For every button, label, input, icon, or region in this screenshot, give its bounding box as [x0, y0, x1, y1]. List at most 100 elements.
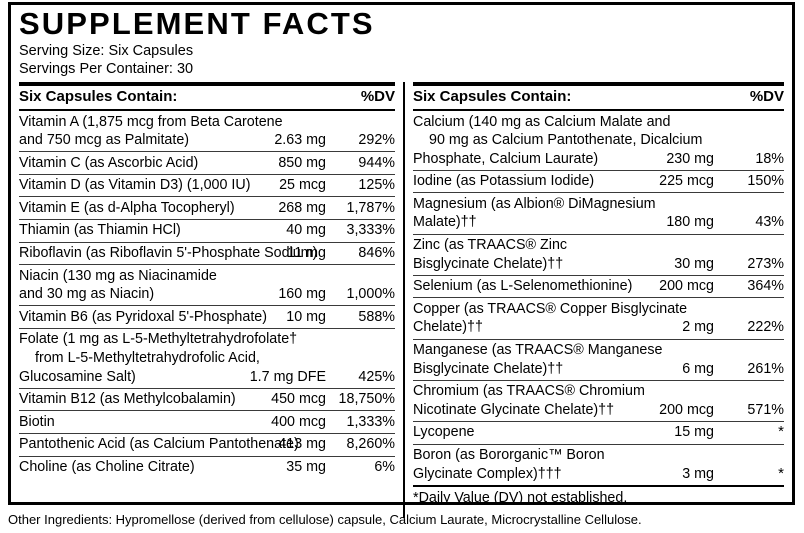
facts-columns: Six Capsules Contain: %DV Vitamin A (1,8… [11, 82, 792, 519]
nutrient-name: Vitamin B12 (as Methylcobalamin) [19, 391, 236, 408]
row-separator [19, 241, 395, 243]
nutrient-daily-value: 222% [747, 319, 784, 336]
nutrient-daily-value: 18% [755, 150, 784, 167]
servings-per-container-line: Servings Per Container: 30 [19, 61, 194, 77]
nutrient-name: Chelate)†† [413, 319, 483, 336]
nutrient-daily-value: 6% [374, 459, 395, 475]
nutrient-amount: 180 mg [666, 214, 714, 231]
right-column-header-dv: %DV [749, 88, 784, 105]
nutrient-amount: 3 mg [682, 465, 714, 482]
left-nutrient-rows: Vitamin A (1,875 mcg from Beta Carotene a… [19, 111, 395, 478]
nutrient-amount: 2.63 mg [274, 132, 326, 149]
nutrient-amount: 200 mcg [659, 278, 714, 295]
nutrient-amount: 6 mg [682, 360, 714, 377]
nutrient-amount: 225 mcg [659, 173, 714, 190]
nutrient-daily-value: 292% [358, 132, 395, 149]
nutrient-name: Bisglycinate Chelate)†† [413, 255, 564, 272]
nutrient-name: Magnesium (as Albion® DiMagnesium [413, 195, 656, 212]
row-separator [413, 169, 784, 171]
nutrient-name: Boron (as Bororganic™ Boron [413, 447, 605, 463]
left-column: Six Capsules Contain: %DV Vitamin A (1,8… [11, 82, 403, 518]
footnote-rule [413, 484, 784, 487]
nutrient-amount: 25 mcg [279, 177, 326, 194]
serving-size-line: Serving Size: Six Capsules [19, 43, 194, 59]
nutrient-daily-value: 3,333% [346, 222, 396, 239]
nutrient-row: Chromium (as TRAACS® Chromium Nicotinate … [413, 381, 784, 421]
nutrient-name: and 750 mcg as Palmitate) [19, 132, 190, 149]
nutrient-row: Pantothenic Acid (as Calcium Pantothenat… [19, 434, 395, 456]
nutrient-amount: 10 mg [286, 308, 326, 325]
nutrient-daily-value: 150% [747, 173, 784, 190]
nutrient-name: Bisglycinate Chelate)†† [413, 360, 564, 377]
row-separator [19, 432, 395, 434]
nutrient-amount: 11 mg [287, 245, 326, 262]
nutrient-amount: 230 mg [666, 150, 714, 167]
row-separator [19, 264, 395, 266]
row-separator [413, 274, 784, 276]
nutrient-row: Riboflavin (as Riboflavin 5'-Phosphate S… [19, 243, 395, 265]
row-separator [19, 327, 395, 329]
nutrient-name: Lycopene [413, 424, 475, 441]
row-separator [19, 455, 395, 457]
row-separator [19, 410, 395, 412]
nutrient-row: Lycopene 15 mg * [413, 422, 784, 444]
nutrient-amount: 850 mg [278, 154, 326, 171]
row-separator [19, 173, 395, 175]
nutrient-name: Pantothenic Acid (as Calcium Pantothenat… [19, 436, 299, 453]
nutrient-row: Boron (as Bororganic™ Boron Glycinate Com… [413, 445, 784, 485]
row-separator [19, 218, 395, 220]
row-separator [19, 196, 395, 198]
left-column-header: Six Capsules Contain: %DV [19, 86, 395, 109]
row-separator [413, 443, 784, 445]
right-column: Six Capsules Contain: %DV Calcium (140 m… [403, 82, 792, 519]
nutrient-name: 90 mg as Calcium Pantothenate, Dicalcium [429, 132, 703, 149]
nutrient-daily-value: 8,260% [346, 436, 396, 453]
nutrient-name: Chromium (as TRAACS® Chromium [413, 383, 645, 400]
nutrient-name: Glycinate Complex)††† [413, 465, 562, 482]
nutrient-row: Folate (1 mg as L-5-Methyltetrahydrofola… [19, 329, 395, 388]
nutrient-name: Zinc (as TRAACS® Zinc [413, 237, 568, 254]
row-separator [413, 192, 784, 194]
nutrient-amount: 450 mcg [271, 391, 326, 408]
nutrient-daily-value: 846% [358, 245, 395, 262]
nutrient-name: Choline (as Choline Citrate) [19, 459, 195, 475]
nutrient-name: Vitamin D (as Vitamin D3) (1,000 IU) [19, 177, 251, 194]
nutrient-amount: 160 mg [278, 286, 326, 303]
nutrient-name: Biotin [19, 413, 55, 430]
nutrient-row: Vitamin C (as Ascorbic Acid) 850 mg 944% [19, 152, 395, 174]
heading-block: SUPPLEMENT FACTS Serving Size: Six Capsu… [11, 5, 792, 78]
nutrient-row: Choline (as Choline Citrate) 35 mg 6% [19, 457, 395, 479]
nutrient-amount: 35 mg [286, 459, 326, 475]
left-column-header-rule [19, 109, 395, 111]
nutrient-name: Phosphate, Calcium Laurate) [413, 150, 599, 167]
facts-panel: SUPPLEMENT FACTS Serving Size: Six Capsu… [8, 2, 795, 519]
nutrient-amount: 413 mg [278, 436, 326, 453]
nutrient-name: Niacin (130 mg as Niacinamide [19, 267, 217, 284]
nutrient-name: Folate (1 mg as L-5-Methyltetrahydrofola… [19, 331, 298, 348]
nutrient-name: Glucosamine Salt) [19, 368, 136, 385]
nutrient-amount: 30 mg [674, 255, 714, 272]
nutrient-name: Vitamin C (as Ascorbic Acid) [19, 154, 199, 171]
right-column-top-rule [413, 82, 784, 86]
row-separator [413, 297, 784, 299]
nutrient-amount: 40 mg [286, 222, 326, 239]
nutrient-daily-value: * [778, 423, 784, 441]
nutrient-row: Vitamin E (as d-Alpha Tocopheryl) 268 mg 1… [19, 197, 395, 219]
nutrient-daily-value: 588% [358, 308, 395, 325]
nutrient-name: Vitamin A (1,875 mcg from Beta Carotene [19, 113, 283, 130]
left-column-header-dv: %DV [360, 88, 395, 105]
nutrient-daily-value: 273% [747, 255, 784, 272]
row-separator [413, 338, 784, 340]
row-separator [413, 379, 784, 381]
nutrient-amount: 1.7 mg DFE [249, 368, 326, 385]
nutrient-name: Thiamin (as Thiamin HCl) [19, 222, 181, 239]
nutrient-name: Nicotinate Glycinate Chelate)†† [413, 401, 615, 418]
page-title: SUPPLEMENT FACTS [19, 6, 375, 41]
nutrient-name: from L-5-Methyltetrahydrofolic Acid, [35, 350, 260, 367]
nutrient-row: Selenium (as L-Selenomethionine) 200 mcg 3… [413, 276, 784, 298]
left-column-top-rule [19, 82, 395, 86]
nutrient-row: Thiamin (as Thiamin HCl) 40 mg 3,333% [19, 220, 395, 242]
nutrient-daily-value: 18,750% [338, 391, 395, 408]
nutrient-name: Calcium (140 mg as Calcium Malate and [413, 113, 671, 130]
